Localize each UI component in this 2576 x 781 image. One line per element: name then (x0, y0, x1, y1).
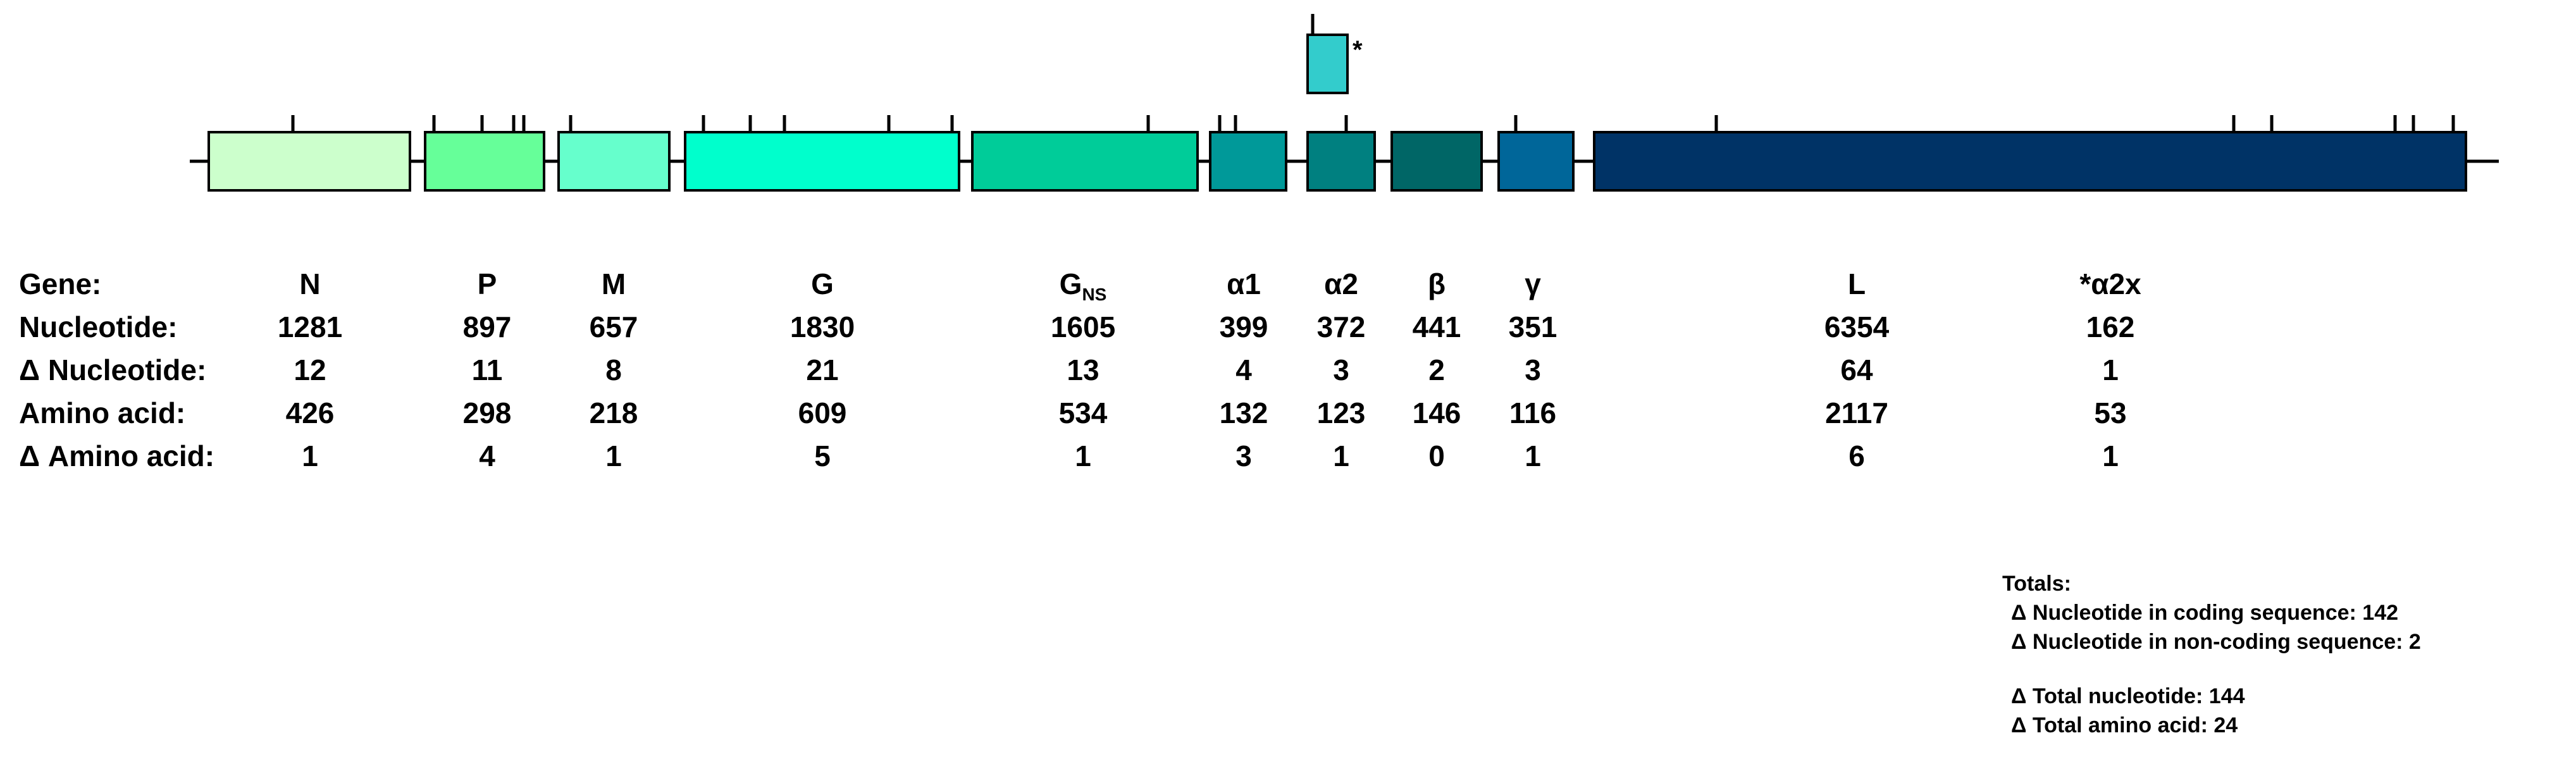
cell-delta-amino-acid: 5 (814, 440, 831, 472)
gene-box-L (1593, 131, 2467, 192)
totals-nucleotide: Δ Total nucleotide: 144 (2011, 684, 2245, 708)
totals-noncoding: Δ Nucleotide in non-coding sequence: 2 (2011, 630, 2421, 654)
cell-amino-acid-count: 146 (1412, 397, 1461, 429)
cell-nucleotide-count: 6354 (1824, 311, 1890, 343)
mutation-ticks (291, 115, 2455, 132)
cell-nucleotide-count: 351 (1508, 311, 1557, 343)
cell-delta-nucleotide: 13 (1067, 354, 1099, 386)
alpha2x-star: * (1353, 36, 1363, 64)
cell-gene-name: β (1427, 268, 1446, 300)
cell-nucleotide-count: 1605 (1050, 311, 1116, 343)
cell-delta-nucleotide: 8 (605, 354, 622, 386)
cell-delta-amino-acid: 1 (1333, 440, 1349, 472)
cell-delta-amino-acid: 1 (2102, 440, 2119, 472)
gene-box-alpha2x (1306, 34, 1349, 94)
cell-delta-amino-acid: 4 (479, 440, 495, 472)
totals-amino-acid: Δ Total amino acid: 24 (2011, 713, 2238, 737)
cell-nucleotide-count: 1830 (790, 311, 855, 343)
gene-box-alpha2 (1306, 131, 1376, 192)
totals-panel: Totals: Δ Nucleotide in coding sequence:… (2002, 569, 2421, 740)
cell-gene-name: α1 (1227, 268, 1261, 300)
cell-gene-name: M (601, 268, 626, 300)
cell-amino-acid-count: 123 (1316, 397, 1366, 429)
gene-box-G-NS (971, 131, 1199, 192)
cell-amino-acid-count: 298 (462, 397, 512, 429)
totals-heading: Totals: (2002, 572, 2071, 596)
gene-box-beta (1390, 131, 1483, 192)
row-label-delta-nucleotide: Δ Nucleotide: (19, 354, 207, 386)
gene-box-gamma (1497, 131, 1575, 192)
cell-delta-amino-acid: 3 (1235, 440, 1252, 472)
cell-gene-name: α2 (1324, 268, 1358, 300)
gene-table: Gene: Nucleotide: Δ Nucleotide: Amino ac… (0, 253, 2576, 506)
cell-amino-acid-count: 132 (1219, 397, 1268, 429)
cell-delta-nucleotide: 3 (1525, 354, 1541, 386)
cell-delta-amino-acid: 1 (1075, 440, 1091, 472)
cell-gene-name: P (477, 268, 497, 300)
cell-delta-amino-acid: 6 (1848, 440, 1865, 472)
cell-amino-acid-count: 218 (589, 397, 638, 429)
cell-amino-acid-count: 609 (798, 397, 847, 429)
cell-delta-amino-acid: 0 (1428, 440, 1445, 472)
cell-nucleotide-count: 897 (462, 311, 512, 343)
cell-gene-name: L (1847, 268, 1866, 300)
cell-nucleotide-count: 1281 (277, 311, 343, 343)
row-label-delta-amino-acid: Δ Amino acid: (19, 440, 215, 472)
gene-box-G (684, 131, 960, 192)
row-label-gene: Gene: (19, 268, 102, 300)
gene-box-alpha1 (1209, 131, 1287, 192)
cell-gene-name: *α2x (2079, 268, 2141, 300)
gene-box-N (207, 131, 411, 192)
cell-amino-acid-count: 534 (1058, 397, 1108, 429)
cell-gene-name-wrap: GNS (1060, 267, 1107, 305)
cell-gene-name: N (299, 268, 321, 300)
cell-nucleotide-count: 372 (1316, 311, 1366, 343)
genome-map: * (190, 14, 2499, 192)
cell-gene-name: G (1059, 268, 1082, 300)
cell-amino-acid-count: 116 (1509, 397, 1557, 429)
cell-delta-nucleotide: 64 (1840, 354, 1873, 386)
cell-delta-amino-acid: 1 (605, 440, 622, 472)
cell-delta-nucleotide: 4 (1235, 354, 1252, 386)
gene-box-P (424, 131, 545, 192)
gene-box-M (557, 131, 671, 192)
cell-delta-nucleotide: 12 (294, 354, 326, 386)
cell-amino-acid-count: 426 (285, 397, 335, 429)
cell-nucleotide-count: 162 (2086, 311, 2135, 343)
gene-name-subscript: NS (1082, 285, 1107, 304)
cell-gene-name: G (811, 268, 834, 300)
cell-gene-name: γ (1525, 268, 1541, 300)
cell-delta-amino-acid: 1 (1525, 440, 1541, 472)
cell-delta-nucleotide: 1 (2102, 354, 2119, 386)
cell-delta-nucleotide: 11 (471, 354, 503, 386)
cell-nucleotide-count: 657 (589, 311, 638, 343)
cell-amino-acid-count: 2117 (1825, 397, 1888, 429)
cell-delta-nucleotide: 2 (1428, 354, 1445, 386)
row-label-nucleotide: Nucleotide: (19, 311, 178, 343)
cell-delta-nucleotide: 21 (806, 354, 839, 386)
cell-delta-nucleotide: 3 (1333, 354, 1349, 386)
cell-nucleotide-count: 441 (1412, 311, 1461, 343)
totals-coding: Δ Nucleotide in coding sequence: 142 (2011, 601, 2399, 625)
row-label-amino-acid: Amino acid: (19, 397, 186, 429)
cell-nucleotide-count: 399 (1219, 311, 1268, 343)
cell-delta-amino-acid: 1 (302, 440, 318, 472)
cell-amino-acid-count: 53 (2094, 397, 2127, 429)
